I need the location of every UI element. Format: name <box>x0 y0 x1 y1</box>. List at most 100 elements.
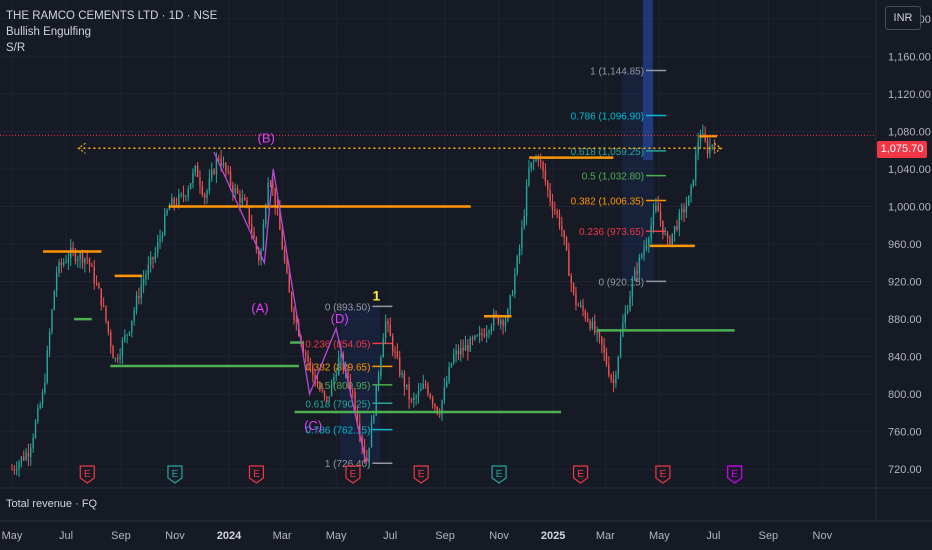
candle-body <box>558 214 561 226</box>
price-axis-tick: 1,120.00 <box>888 89 931 101</box>
candle-body <box>253 231 255 238</box>
candle-body <box>229 171 232 186</box>
candle-body <box>547 181 549 190</box>
candle-body <box>441 400 443 416</box>
candle-body <box>589 321 591 329</box>
candle-body <box>203 194 206 198</box>
candle-body <box>154 252 157 260</box>
candle-body <box>93 266 95 284</box>
candle-body <box>215 157 218 174</box>
candle-body <box>713 144 716 146</box>
candle-body <box>149 257 152 265</box>
candle-body <box>666 233 669 238</box>
fib-retracement-1-level-label: 0.5 (809.95) <box>316 381 370 392</box>
candle-body <box>79 253 81 260</box>
candle-body <box>638 257 641 274</box>
earnings-marker <box>655 465 671 484</box>
candle-body <box>128 331 131 335</box>
candle-body <box>286 261 288 273</box>
candle-body <box>382 337 384 358</box>
candle-body <box>305 352 307 356</box>
candle-body <box>596 330 598 333</box>
fib-retracement-2-level-label: 0.5 (1,032.80) <box>582 172 644 183</box>
candle-body <box>523 216 525 228</box>
candle-body <box>234 188 236 194</box>
candle-body <box>434 404 436 407</box>
candle-body <box>330 382 333 397</box>
candle-body <box>51 309 53 333</box>
fib-retracement-2-level-label: 0 (920.15) <box>598 277 644 288</box>
candle-body <box>591 321 594 329</box>
candle-body <box>241 198 243 203</box>
candle-body <box>497 315 500 325</box>
candle-body <box>396 351 399 358</box>
candle-body <box>295 319 298 322</box>
total-revenue-pane-label[interactable]: Total revenue · FQ <box>6 498 98 510</box>
candle-body <box>516 256 518 274</box>
candle-body <box>450 363 453 367</box>
candle-body <box>474 335 476 340</box>
earnings-marker-label: E <box>660 469 667 480</box>
candle-body <box>429 394 431 399</box>
trendline-right-arrow <box>714 142 723 154</box>
candle-body <box>39 404 41 409</box>
candle-body <box>199 177 201 186</box>
candle-body <box>490 326 493 332</box>
candle-body <box>492 313 495 327</box>
indicator-bullish-engulfing[interactable]: Bullish Engulfing <box>6 26 92 38</box>
candle-body <box>476 335 478 337</box>
candle-body <box>697 141 699 154</box>
candle-body <box>692 179 695 186</box>
candle-body <box>457 350 460 355</box>
time-axis-tick: Mar <box>596 530 615 542</box>
candle-body <box>166 210 168 215</box>
candle-body <box>100 288 102 306</box>
earnings-marker-label: E <box>253 469 260 480</box>
candle-body <box>236 188 239 194</box>
candle-body <box>37 408 39 422</box>
candle-body <box>65 261 67 263</box>
candle-body <box>504 320 507 326</box>
time-axis-tick: Sep <box>435 530 455 542</box>
candle-body <box>293 309 295 320</box>
time-axis-tick: Nov <box>489 530 509 542</box>
candle-body <box>121 340 124 356</box>
candle-body <box>438 413 441 416</box>
candle-body <box>615 374 617 384</box>
symbol-title[interactable]: THE RAMCO CEMENTS LTD · 1D · NSE <box>6 10 218 22</box>
price-axis-tick: 880.00 <box>888 314 922 326</box>
candle-body <box>206 190 208 198</box>
candle-body <box>469 338 471 352</box>
earnings-marker <box>413 465 429 484</box>
candle-body <box>446 381 448 387</box>
time-axis-tick: Jul <box>706 530 720 542</box>
candle-body <box>408 384 410 400</box>
candle-body <box>542 161 544 171</box>
candle-body <box>171 198 173 206</box>
candle-body <box>81 253 84 264</box>
candle-body <box>307 355 309 362</box>
candle-body <box>688 195 690 206</box>
currency-button[interactable]: INR <box>885 6 921 30</box>
earnings-marker-label: E <box>496 469 503 480</box>
earnings-marker <box>345 465 361 484</box>
candle-body <box>664 233 666 235</box>
time-axis-tick: May <box>649 530 670 542</box>
candle-body <box>105 306 107 322</box>
candle-body <box>213 170 215 174</box>
candle-body <box>239 193 241 203</box>
candle-body <box>453 354 455 364</box>
candle-body <box>30 447 32 457</box>
indicator-sr[interactable]: S/R <box>6 42 26 54</box>
candle-body <box>467 345 469 352</box>
candle-body <box>354 392 356 411</box>
candle-body <box>427 385 429 395</box>
candle-body <box>373 415 375 422</box>
candle-body <box>368 447 370 461</box>
wave-marker-1: 1 <box>373 287 381 303</box>
candle-body <box>537 157 540 161</box>
candle-body <box>539 160 542 162</box>
candle-body <box>269 182 272 184</box>
